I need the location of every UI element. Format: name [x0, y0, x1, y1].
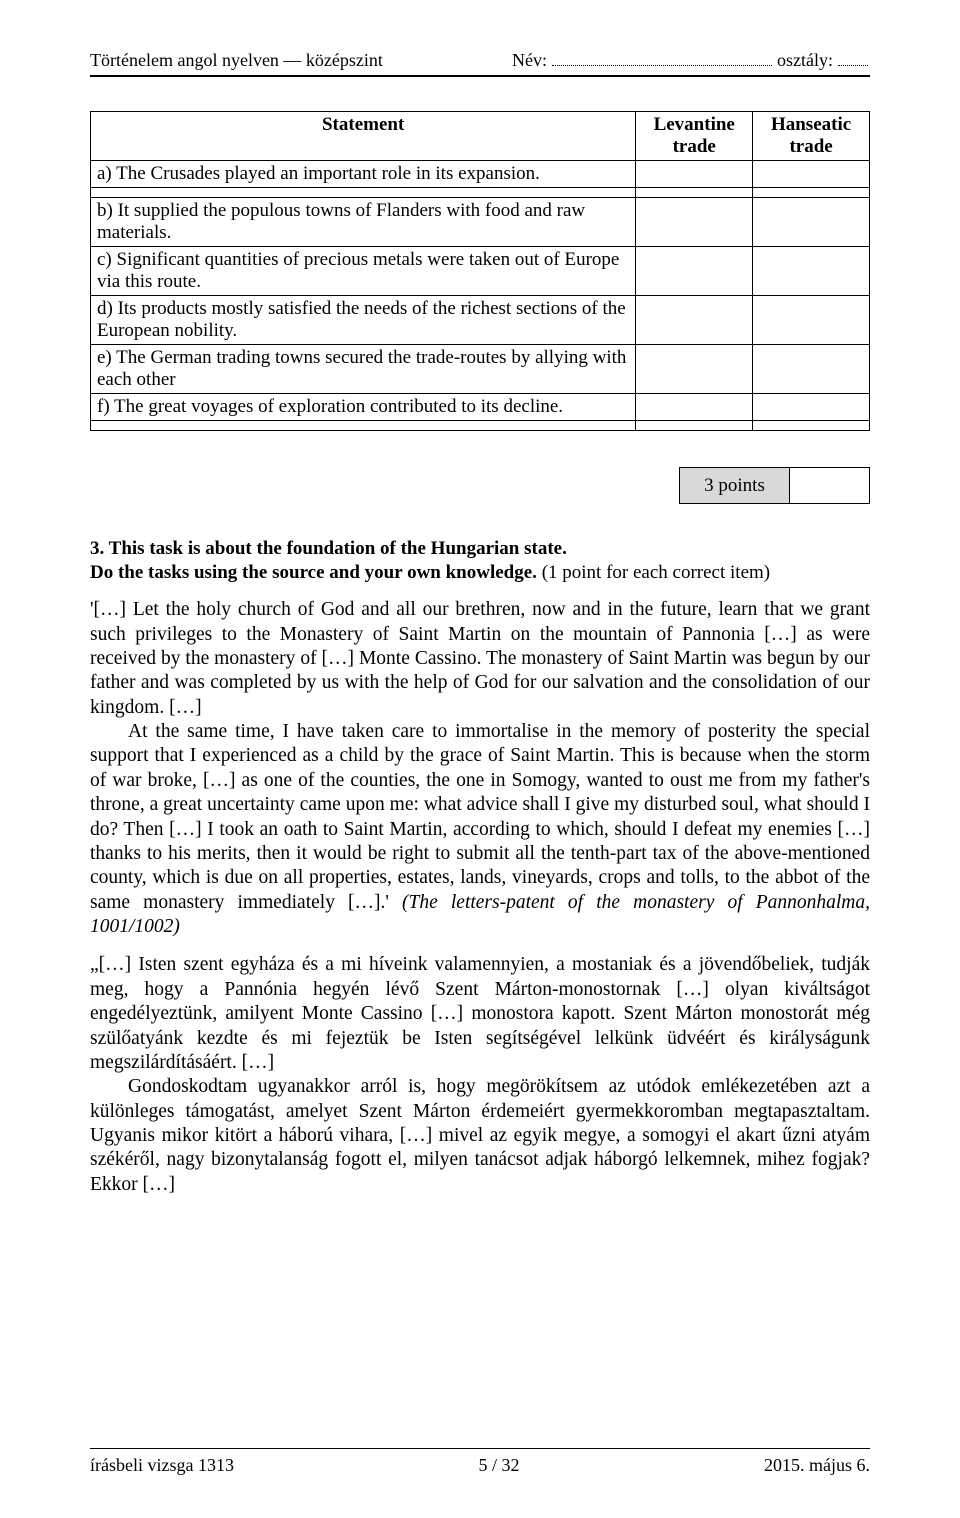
- name-label: Név:: [512, 50, 547, 71]
- class-label: osztály:: [777, 50, 833, 71]
- para-en2a-text: At the same time, I have taken care to i…: [90, 721, 870, 913]
- table-row: d) Its products mostly satisfied the nee…: [91, 296, 870, 345]
- col-statement: Statement: [91, 112, 636, 161]
- cell-blank[interactable]: [753, 198, 870, 247]
- cell-blank[interactable]: [753, 161, 870, 188]
- footer-center: 5 / 32: [478, 1455, 519, 1476]
- statement-e: e) The German trading towns secured the …: [91, 345, 636, 394]
- statement-c: c) Significant quantities of precious me…: [91, 247, 636, 296]
- task3-sub-paren: (1 point for each correct item): [537, 562, 770, 583]
- statement-d: d) Its products mostly satisfied the nee…: [91, 296, 636, 345]
- cell-blank[interactable]: [636, 296, 753, 345]
- table-row: a) The Crusades played an important role…: [91, 161, 870, 188]
- table-row: b) It supplied the populous towns of Fla…: [91, 198, 870, 247]
- footer-rule: [90, 1448, 870, 1449]
- points-box: 3 points: [90, 467, 870, 504]
- page-header: Történelem angol nyelven — középszint Né…: [90, 50, 870, 71]
- footer-left: írásbeli vizsga 1313: [90, 1455, 234, 1476]
- cell-blank[interactable]: [636, 345, 753, 394]
- cell-blank[interactable]: [636, 394, 753, 421]
- task3-sub-bold: Do the tasks using the source and your o…: [90, 562, 537, 583]
- col-hanseatic: Hanseatic trade: [753, 112, 870, 161]
- page-footer: írásbeli vizsga 1313 5 / 32 2015. május …: [90, 1442, 870, 1476]
- para-hu1-text: „[…] Isten szent egyháza és a mi híveink…: [90, 954, 870, 1073]
- header-left: Történelem angol nyelven — középszint: [90, 50, 383, 71]
- class-field-line: [838, 50, 868, 66]
- statement-b: b) It supplied the populous towns of Fla…: [91, 198, 636, 247]
- points-blank[interactable]: [790, 468, 870, 504]
- cell-blank[interactable]: [636, 161, 753, 188]
- table-spacer: [91, 421, 870, 431]
- cell-blank[interactable]: [753, 345, 870, 394]
- task3-sub: Do the tasks using the source and your o…: [90, 562, 870, 584]
- table-spacer: [91, 188, 870, 198]
- cell-blank[interactable]: [753, 247, 870, 296]
- statement-a: a) The Crusades played an important role…: [91, 161, 636, 188]
- task3-heading: 3. This task is about the foundation of …: [90, 538, 870, 560]
- table-row: e) The German trading towns secured the …: [91, 345, 870, 394]
- table-row: f) The great voyages of exploration cont…: [91, 394, 870, 421]
- table-row: c) Significant quantities of precious me…: [91, 247, 870, 296]
- statement-f: f) The great voyages of exploration cont…: [91, 394, 636, 421]
- source-en-1: '[…] Let the holy church of God and all …: [90, 598, 870, 939]
- para-hu2-text: Gondoskodtam ugyanakkor arról is, hogy m…: [90, 1076, 870, 1195]
- header-right: Név: osztály:: [512, 50, 870, 71]
- col-levantine: Levantine trade: [636, 112, 753, 161]
- table-header-row: Statement Levantine trade Hanseatic trad…: [91, 112, 870, 161]
- cell-blank[interactable]: [636, 247, 753, 296]
- para-en1-text: '[…] Let the holy church of God and all …: [90, 599, 870, 718]
- cell-blank[interactable]: [753, 394, 870, 421]
- points-label: 3 points: [680, 468, 790, 504]
- source-hu: „[…] Isten szent egyháza és a mi híveink…: [90, 953, 870, 1197]
- name-field-line: [552, 50, 772, 66]
- statement-table: Statement Levantine trade Hanseatic trad…: [90, 111, 870, 431]
- cell-blank[interactable]: [636, 198, 753, 247]
- footer-right: 2015. május 6.: [764, 1455, 870, 1476]
- cell-blank[interactable]: [753, 296, 870, 345]
- header-rule: [90, 75, 870, 77]
